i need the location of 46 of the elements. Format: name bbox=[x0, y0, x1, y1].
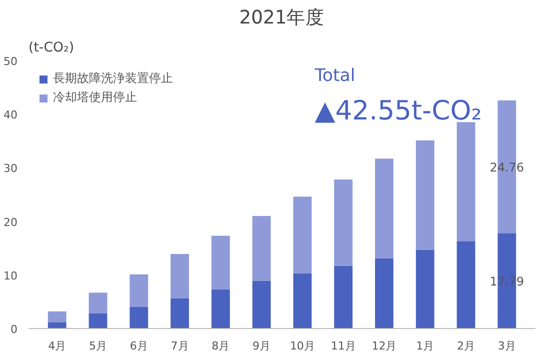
bar bbox=[48, 322, 66, 328]
x-tick-label: 6月 bbox=[130, 340, 148, 352]
y-tick-label: 50 bbox=[4, 55, 18, 68]
bar bbox=[170, 254, 189, 298]
bar bbox=[293, 196, 312, 274]
bar bbox=[375, 158, 394, 258]
bar bbox=[170, 298, 189, 328]
x-tick-label: 2月 bbox=[456, 340, 475, 352]
legend-label: 冷却塔使用停止 bbox=[53, 89, 137, 106]
x-tick-label: 3月 bbox=[498, 340, 516, 352]
chart-title: 2021年度 bbox=[239, 6, 325, 28]
bar bbox=[252, 280, 271, 328]
x-tick-label: 4月 bbox=[48, 340, 66, 352]
legend-label: 長期故障洗浄装置停止 bbox=[53, 70, 173, 87]
bar bbox=[211, 289, 230, 328]
x-tick-label: 5月 bbox=[89, 340, 108, 352]
bar bbox=[456, 241, 476, 328]
annotation: Total bbox=[314, 66, 356, 86]
y-tick-label: 40 bbox=[4, 108, 18, 122]
bar bbox=[334, 179, 353, 266]
bar bbox=[211, 236, 230, 290]
y-axis-title: (t-CO₂) bbox=[28, 40, 74, 56]
bar bbox=[375, 258, 394, 328]
bar bbox=[416, 140, 434, 250]
x-tick-label: 7月 bbox=[170, 340, 189, 352]
bar bbox=[252, 216, 271, 281]
y-tick-label: 30 bbox=[4, 162, 18, 176]
bar bbox=[334, 266, 353, 328]
bar bbox=[48, 311, 66, 322]
y-tick-label: 10 bbox=[4, 269, 18, 282]
bar bbox=[416, 250, 434, 328]
x-tick-label: 1月 bbox=[416, 340, 434, 352]
bar bbox=[293, 273, 312, 328]
x-tick-label: 12月 bbox=[372, 340, 397, 352]
x-tick-label: 9月 bbox=[252, 340, 271, 352]
x-tick-label: 8月 bbox=[212, 340, 230, 352]
y-tick-label: 0 bbox=[10, 323, 18, 336]
x-tick-label: 10月 bbox=[290, 340, 315, 352]
annotation: ▲42.55t-CO₂ bbox=[314, 95, 482, 126]
bar bbox=[88, 292, 108, 314]
x-tick-label: 11月 bbox=[330, 340, 356, 352]
y-tick-label: 20 bbox=[4, 216, 18, 229]
bar bbox=[456, 122, 476, 242]
bar bbox=[130, 274, 148, 308]
bar bbox=[130, 307, 148, 328]
bar bbox=[88, 313, 108, 328]
